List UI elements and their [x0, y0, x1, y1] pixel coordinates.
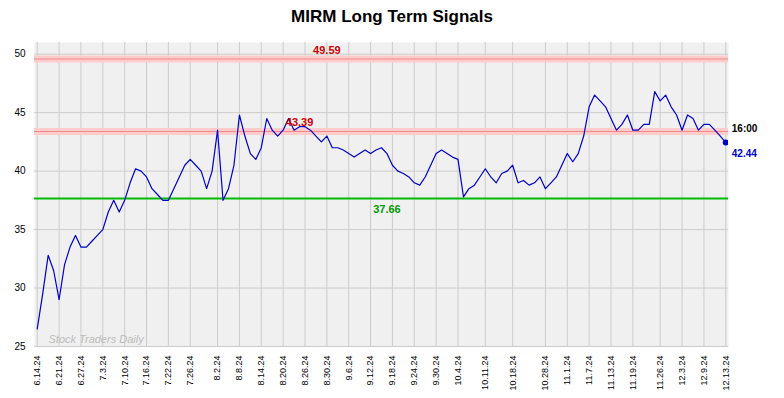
- svg-text:12.13.24: 12.13.24: [721, 356, 731, 391]
- svg-text:8.26.24: 8.26.24: [300, 356, 310, 386]
- svg-text:11.13.24: 11.13.24: [606, 356, 616, 390]
- svg-text:6.14.24: 6.14.24: [32, 356, 42, 386]
- svg-text:7.26.24: 7.26.24: [185, 356, 195, 386]
- svg-text:Stock Traders Daily: Stock Traders Daily: [49, 333, 146, 345]
- svg-text:42.44: 42.44: [732, 148, 757, 159]
- svg-text:8.8.24: 8.8.24: [234, 356, 244, 381]
- svg-text:11.7.24: 11.7.24: [584, 356, 594, 385]
- svg-text:11.26.24: 11.26.24: [655, 356, 665, 390]
- svg-text:16:00: 16:00: [732, 123, 758, 134]
- svg-text:9.6.24: 9.6.24: [344, 356, 354, 381]
- svg-text:11.19.24: 11.19.24: [628, 356, 638, 390]
- svg-text:12.9.24: 12.9.24: [699, 356, 709, 386]
- html-text:MIRM Long Term Signals: MIRM Long Term Signals: [291, 7, 493, 26]
- svg-text:35: 35: [14, 224, 26, 235]
- svg-text:8.20.24: 8.20.24: [278, 356, 288, 386]
- svg-text:9.30.24: 9.30.24: [431, 356, 441, 386]
- svg-text:8.30.24: 8.30.24: [322, 356, 332, 386]
- svg-text:6.21.24: 6.21.24: [54, 356, 64, 386]
- svg-text:37.66: 37.66: [373, 203, 401, 215]
- svg-text:7.10.24: 7.10.24: [120, 356, 130, 386]
- svg-text:10.11.24: 10.11.24: [480, 356, 490, 390]
- svg-text:10.4.24: 10.4.24: [453, 356, 463, 386]
- svg-text:25: 25: [14, 341, 26, 352]
- svg-text:7.16.24: 7.16.24: [141, 356, 151, 386]
- svg-text:49.59: 49.59: [313, 44, 341, 56]
- svg-text:11.1.24: 11.1.24: [562, 356, 572, 385]
- svg-text:10.18.24: 10.18.24: [508, 356, 518, 391]
- svg-text:12.3.24: 12.3.24: [677, 356, 687, 386]
- svg-text:8.2.24: 8.2.24: [212, 356, 222, 381]
- svg-text:30: 30: [14, 282, 26, 293]
- svg-text:7.22.24: 7.22.24: [163, 356, 173, 386]
- svg-text:10.28.24: 10.28.24: [540, 356, 550, 391]
- svg-text:6.27.24: 6.27.24: [76, 356, 86, 386]
- svg-text:9.24.24: 9.24.24: [409, 356, 419, 386]
- svg-text:9.12.24: 9.12.24: [365, 356, 375, 386]
- svg-text:9.18.24: 9.18.24: [387, 356, 397, 386]
- svg-text:7.3.24: 7.3.24: [98, 356, 108, 381]
- svg-text:8.14.24: 8.14.24: [256, 356, 266, 386]
- svg-text:50: 50: [14, 48, 26, 59]
- svg-text:43.39: 43.39: [286, 116, 314, 128]
- svg-text:45: 45: [14, 107, 26, 118]
- svg-text:40: 40: [14, 165, 26, 176]
